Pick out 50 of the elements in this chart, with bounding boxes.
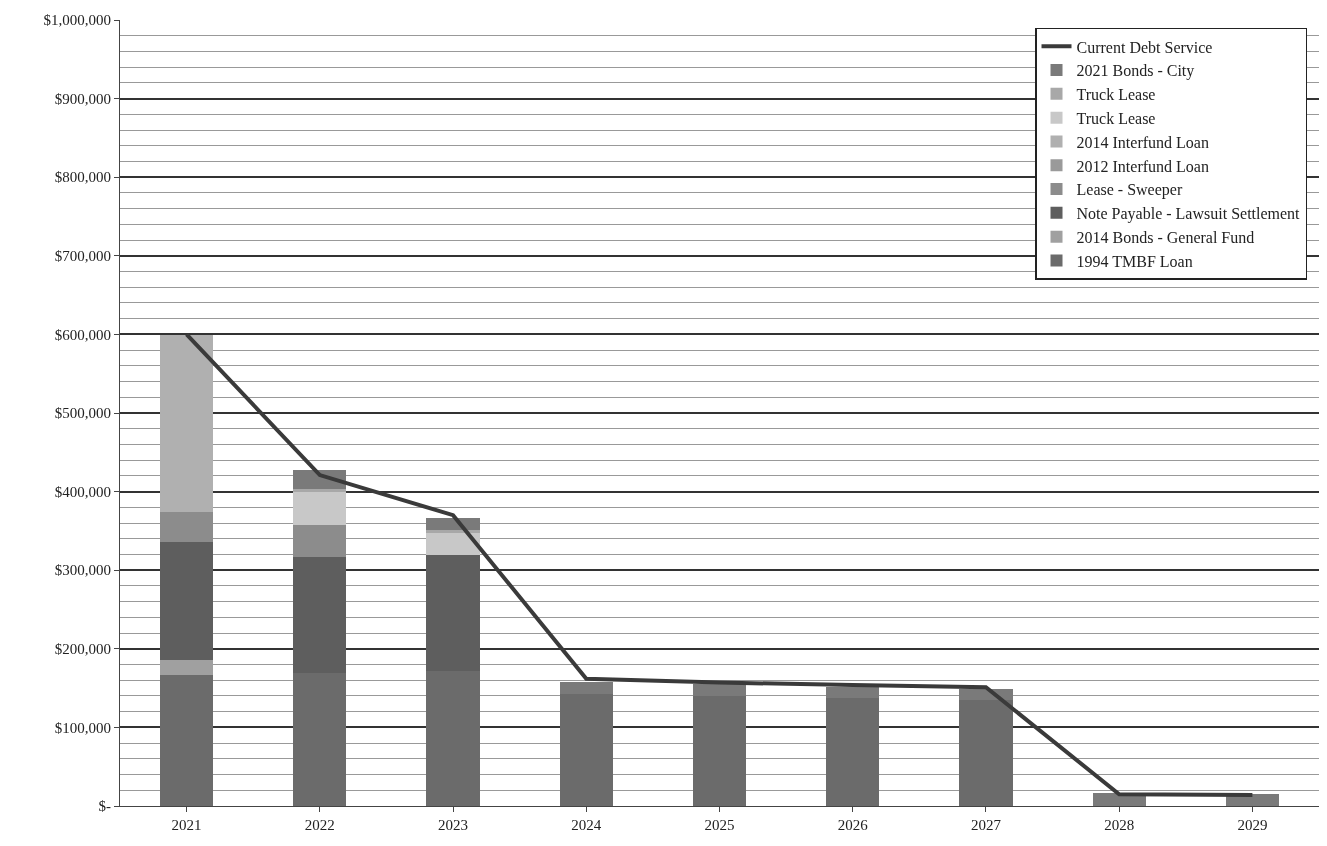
bar [426, 518, 480, 531]
bar [426, 555, 480, 671]
x-tick-label: 2021 [171, 817, 202, 833]
bar [559, 694, 613, 806]
x-tick-label: 2024 [571, 817, 602, 833]
legend-label: Lease - Sweeper [1076, 181, 1183, 200]
bar [692, 695, 747, 806]
bar [959, 699, 1013, 806]
x-tick-label: 2028 [1104, 817, 1135, 833]
y-tick-label: $800,000 [54, 169, 111, 186]
y-tick-label: $500,000 [54, 405, 111, 422]
bar [692, 684, 747, 696]
y-tick-label: $700,000 [54, 248, 111, 265]
legend-label: Truck Lease [1076, 86, 1156, 104]
y-tick-label: $200,000 [54, 641, 111, 658]
y-tick-label: $600,000 [54, 326, 111, 343]
legend-label: 2021 Bonds - City [1076, 62, 1195, 81]
y-tick-label: $300,000 [54, 562, 111, 579]
x-tick-label: 2023 [438, 817, 469, 833]
bar [159, 674, 214, 806]
x-tick-label: 2027 [970, 817, 1002, 833]
y-tick-label: $100,000 [54, 719, 111, 736]
bar [293, 491, 347, 526]
x-tick-label: 2022 [304, 817, 335, 833]
legend-label: 2014 Interfund Loan [1076, 133, 1209, 151]
bar [426, 670, 480, 806]
bar [826, 687, 880, 699]
bar [826, 698, 880, 806]
y-tick-label: $400,000 [54, 483, 111, 500]
x-tick-label: 2026 [837, 817, 869, 833]
bar [293, 556, 347, 674]
bar [159, 335, 214, 513]
y-tick-label: $900,000 [54, 90, 111, 107]
bar [159, 512, 214, 542]
x-tick-label: 2029 [1237, 817, 1268, 833]
legend-label: 2014 Bonds - General Fund [1076, 228, 1255, 246]
legend-label: Note Payable - Lawsuit Settlement [1076, 205, 1301, 224]
legend-label: 1994 TMBF Loan [1076, 252, 1193, 270]
bar [559, 681, 613, 695]
bar [293, 525, 347, 557]
legend-label: Truck Lease [1076, 109, 1156, 127]
bar [293, 673, 347, 806]
bar [293, 489, 347, 492]
y-tick-label: $1,000,000 [43, 12, 111, 29]
x-tick-label: 2025 [704, 817, 735, 833]
bar [159, 541, 214, 660]
legend-label: Current Debt Service [1076, 38, 1213, 56]
y-tick-label: $- [98, 798, 111, 815]
legend-label: 2012 Interfund Loan [1076, 157, 1209, 175]
bar [426, 533, 480, 556]
